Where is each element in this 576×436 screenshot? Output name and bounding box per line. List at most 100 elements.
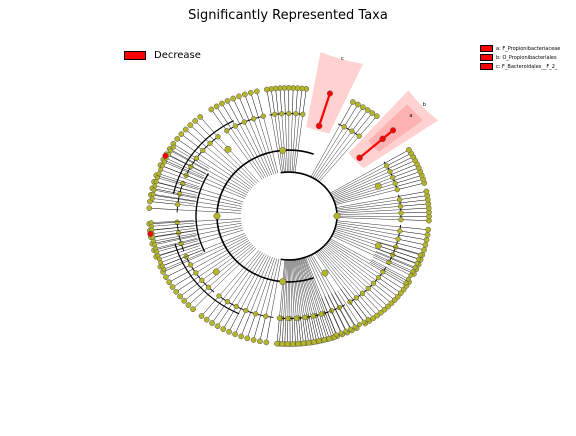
- cluster-branch-2-4: [334, 292, 355, 327]
- taxon-node-37: [424, 237, 429, 242]
- taxon-node-mid-12: [329, 308, 334, 313]
- taxon-node-88: [175, 136, 180, 141]
- taxon-node-79: [225, 98, 230, 103]
- taxon-node-58: [374, 114, 379, 119]
- leaf-branch-72: [271, 89, 275, 114]
- taxon-node-mid-83: [216, 134, 221, 139]
- leaf-branch-113: [184, 284, 205, 301]
- leaf-branch-65: [299, 88, 302, 114]
- fan-stem-22: [323, 247, 368, 288]
- taxon-node-138: [327, 336, 332, 341]
- taxon-node-130: [285, 341, 290, 346]
- taxon-node-mid-26: [376, 275, 381, 280]
- fan-stem-99: [177, 210, 241, 214]
- leaf-branch-133: [301, 318, 304, 343]
- fan-stem-71: [278, 114, 284, 172]
- leaf-branch-37: [399, 235, 427, 240]
- leaf-branch-51: [394, 172, 420, 181]
- leaf-branch-135: [309, 317, 314, 342]
- cluster-node-3-5: [415, 261, 419, 265]
- taxon-node-113: [182, 298, 187, 303]
- taxon-node-78: [231, 96, 236, 101]
- leaf-branch-48: [397, 183, 424, 190]
- leaf-branch-126: [260, 316, 266, 341]
- fan-stem-117: [223, 252, 261, 299]
- fan-stem-44: [337, 206, 401, 212]
- leaf-branch-4: [298, 318, 300, 344]
- leaf-branch-83: [200, 117, 218, 137]
- taxon-node-mid-128: [277, 316, 282, 321]
- leaf-branch-52: [393, 168, 419, 178]
- fan-stem-26: [327, 242, 378, 277]
- fan-stem-23: [324, 246, 371, 286]
- sig-leaf-left-lower: [148, 231, 154, 237]
- taxon-node-76: [242, 92, 247, 97]
- taxon-node-135: [311, 339, 316, 344]
- taxon-node-mid-82: [224, 128, 229, 133]
- cluster-node-0-8: [155, 176, 159, 180]
- leaf-branch-6: [307, 317, 311, 342]
- leaf-branch-43: [401, 208, 429, 210]
- taxon-node-121: [226, 329, 231, 334]
- cluster-node-2-2: [344, 329, 348, 333]
- taxon-node-mid-138: [319, 312, 324, 317]
- clade-legend-label-c: c: F_Bacteroidales__F_2_: [496, 64, 557, 70]
- fan-stem-50: [335, 183, 396, 202]
- clade-a-node: [380, 136, 386, 142]
- taxon-node-mid-100: [175, 220, 180, 225]
- cluster-node-2-4: [353, 325, 357, 329]
- taxon-node-mid-42: [399, 211, 404, 216]
- taxon-node-mid-102: [176, 231, 181, 236]
- clade-legend-row-a: a: F_Propionibacteriaceae: [480, 44, 560, 53]
- leaf-branch-1: [285, 318, 286, 344]
- taxon-node-85: [188, 123, 193, 128]
- leaf-branch-84: [195, 121, 214, 140]
- cluster-node-3-3: [411, 269, 415, 273]
- taxon-node-115: [190, 307, 195, 312]
- taxon-node-117: [204, 317, 209, 322]
- taxon-node-mid-52: [390, 175, 395, 180]
- fan-stem-12: [307, 257, 331, 311]
- taxon-node-123: [239, 334, 244, 339]
- leaf-branch-109: [169, 269, 193, 282]
- taxon-node-mid-70: [279, 111, 284, 116]
- taxon-node-mid-44: [398, 204, 403, 209]
- leaf-branch-38: [400, 231, 428, 235]
- leaf-branch-69: [284, 88, 285, 114]
- chart-title: Significantly Represented Taxa: [0, 8, 576, 23]
- cluster-node-2-5: [357, 322, 361, 326]
- fan-stem-98: [178, 204, 242, 211]
- leaf-branch-119: [218, 304, 232, 326]
- cluster-node-0-10: [153, 184, 157, 188]
- taxon-node-39: [426, 227, 431, 232]
- cluster-node-2-1: [339, 331, 343, 335]
- taxon-node-mid-28: [381, 269, 386, 274]
- fan-stem-102: [179, 223, 242, 233]
- leaf-branch-96: [152, 188, 179, 194]
- backbone-arc-inner: [281, 172, 337, 260]
- clade-b-node: [357, 155, 363, 161]
- leaf-branch-73: [267, 90, 271, 115]
- taxon-node-83: [198, 114, 203, 119]
- inner-node-3: [214, 213, 220, 219]
- taxon-node-mid-116: [217, 294, 222, 299]
- fan-stem-113: [205, 245, 253, 284]
- legend-swatch-decrease: [124, 51, 146, 60]
- fan-stem-69: [285, 114, 287, 173]
- leaf-branch-39: [400, 227, 428, 230]
- legend: Decrease: [124, 50, 201, 61]
- clade-b-letter: b: [423, 102, 426, 108]
- fan-stem-85: [210, 143, 255, 185]
- taxon-node-mid-54: [388, 169, 393, 174]
- taxon-node-mid-76: [251, 116, 256, 121]
- taxon-node-mid-46: [397, 197, 402, 202]
- leaf-branch-35: [397, 243, 424, 250]
- taxon-node-47: [424, 189, 429, 194]
- taxon-node-99: [147, 206, 152, 211]
- cluster-branch-1-1: [151, 223, 194, 226]
- taxon-node-mid-68: [286, 111, 291, 116]
- taxon-node-mid-66: [293, 111, 298, 116]
- leaf-branch-86: [186, 130, 207, 147]
- leaf-branch-99: [149, 208, 177, 210]
- leaf-branch-3: [294, 318, 295, 344]
